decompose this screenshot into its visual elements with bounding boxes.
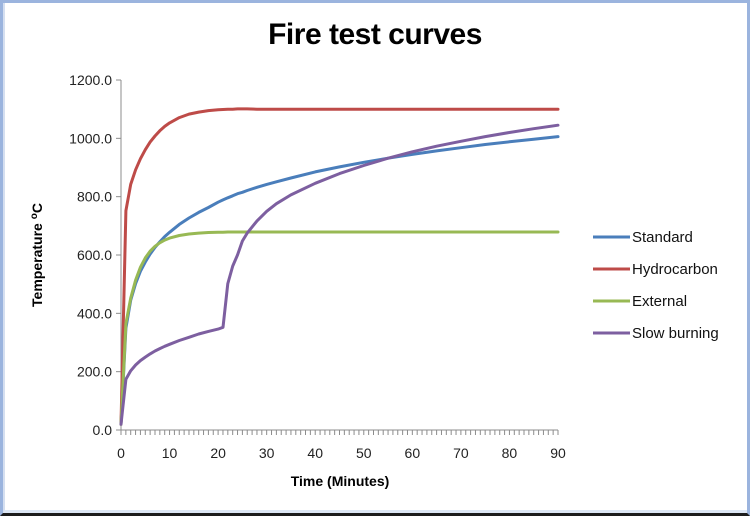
y-tick-label: 1200.0 [69,72,112,88]
x-tick-label: 80 [502,445,518,461]
legend-label: Slow burning [632,325,719,342]
series-line-standard [119,135,560,426]
x-axis-title: Time (Minutes) [291,473,390,489]
chart-frame-inner [3,3,747,513]
legend-item-external: External [593,293,687,310]
x-tick-label: 70 [453,445,469,461]
legend-item-slow-burning: Slow burning [593,325,719,342]
y-tick-label: 400.0 [77,305,112,321]
y-tick-label: 200.0 [77,364,112,380]
legend-label: Standard [632,229,693,246]
legend: Standard Hydrocarbon External Slow burning [593,229,719,342]
x-tick-label: 0 [117,445,125,461]
legend-label: Hydrocarbon [632,261,718,278]
legend-item-hydrocarbon: Hydrocarbon [593,261,718,278]
legend-item-standard: Standard [593,229,693,246]
x-tick-label: 40 [307,445,323,461]
x-tick-label: 10 [162,445,178,461]
x-axis: 0 10 20 30 40 50 60 70 80 90 [116,429,566,461]
y-tick-label: 1000.0 [69,130,112,146]
y-tick-label: 600.0 [77,247,112,263]
y-tick-label: 800.0 [77,189,112,205]
series-line-slow-burning [119,123,560,426]
y-axis: 0.0 200.0 400.0 600.0 800.0 1000.0 1200.0 [69,72,122,438]
series-line-external [119,230,560,426]
x-tick-label: 90 [550,445,566,461]
x-tick-label: 50 [356,445,372,461]
x-tick-label: 30 [259,445,275,461]
series-line-hydrocarbon [119,107,560,426]
chart-title: Fire test curves [268,18,482,51]
y-tick-label: 0.0 [93,422,113,438]
legend-label: External [632,293,687,310]
x-tick-label: 60 [405,445,421,461]
x-tick-label: 20 [210,445,226,461]
y-axis-title: Temperature oC [29,203,45,307]
series-layer [119,107,560,426]
